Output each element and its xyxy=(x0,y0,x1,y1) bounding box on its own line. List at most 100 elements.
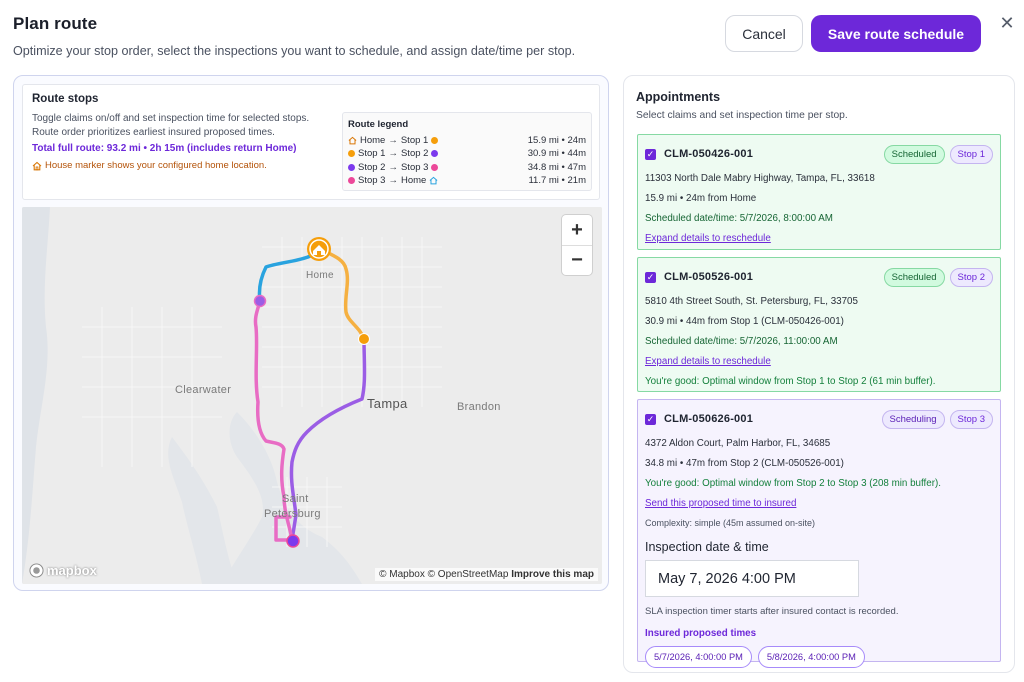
osm-attribution-link[interactable]: © OpenStreetMap xyxy=(427,569,509,580)
home-note: House marker shows your configured home … xyxy=(32,160,267,171)
save-route-schedule-button[interactable]: Save route schedule xyxy=(811,15,981,52)
legend-stats: 30.9 mi • 44m xyxy=(527,148,586,160)
route-panel: Route stops Toggle claims on/off and set… xyxy=(13,75,609,591)
appointments-panel: Appointments Select claims and set inspe… xyxy=(623,75,1015,673)
route-stop3-to-home-blue xyxy=(257,249,322,303)
legend-row: Stop 3 → Home 11.7 mi • 21m xyxy=(348,174,586,187)
legend-to: Home xyxy=(400,175,427,187)
map-label-tampa: Tampa xyxy=(367,396,408,411)
claim-address: 11303 North Dale Mabry Highway, Tampa, F… xyxy=(645,173,875,184)
scheduled-datetime: Scheduled date/time: 5/7/2026, 11:00:00 … xyxy=(645,336,838,347)
zoom-in-button[interactable]: + xyxy=(571,218,583,241)
arrow-icon: → xyxy=(388,135,398,147)
arrow-icon: → xyxy=(388,161,398,173)
mapbox-logo-text: mapbox xyxy=(47,563,97,578)
appointments-title: Appointments xyxy=(636,90,721,104)
claim-id: CLM-050426-001 xyxy=(664,148,754,160)
map-label-home: Home xyxy=(306,270,334,281)
expand-reschedule-link[interactable]: Expand details to reschedule xyxy=(645,356,771,367)
page-title: Plan route xyxy=(13,14,98,33)
legend-from: Stop 3 xyxy=(358,175,386,187)
legend-stats: 15.9 mi • 24m xyxy=(527,135,586,147)
stop-2-marker xyxy=(286,534,300,548)
claim-address: 5810 4th Street South, St. Petersburg, F… xyxy=(645,296,858,307)
home-icon xyxy=(32,161,42,170)
close-icon[interactable]: ✕ xyxy=(999,12,1015,33)
claim-checkbox[interactable]: ✓ xyxy=(645,413,656,425)
stop-1-dot xyxy=(431,137,439,145)
legend-row: Home → Stop 1 15.9 mi • 24m xyxy=(348,134,586,147)
appointment-card: ✓ CLM-050626-001 Scheduling Stop 3 4372 … xyxy=(637,399,1001,668)
page-header: Plan route Optimize your stop order, sel… xyxy=(13,14,575,58)
zoom-out-button[interactable]: − xyxy=(562,245,592,275)
stop-1-dot xyxy=(348,150,355,158)
legend-from: Stop 2 xyxy=(358,161,386,173)
arrow-icon: → xyxy=(388,148,398,160)
mapbox-attribution-link[interactable]: © Mapbox xyxy=(379,569,425,580)
stop-3-dot xyxy=(348,177,355,185)
legend-to: Stop 2 xyxy=(400,148,429,160)
claim-id: CLM-050626-001 xyxy=(664,413,754,425)
legend-to: Stop 1 xyxy=(400,135,429,147)
stop-badge: Stop 2 xyxy=(949,267,993,287)
map-attribution: © Mapbox © OpenStreetMap Improve this ma… xyxy=(375,568,598,581)
claim-checkbox[interactable]: ✓ xyxy=(645,271,656,283)
map-label-saint: Saint xyxy=(282,493,309,505)
sla-note: SLA inspection timer starts after insure… xyxy=(645,606,899,617)
appointments-subtitle: Select claims and set inspection time pe… xyxy=(636,110,848,121)
check-icon: ✓ xyxy=(646,413,655,424)
scheduled-datetime: Scheduled date/time: 5/7/2026, 8:00:00 A… xyxy=(645,213,833,224)
insured-proposed-times-label: Insured proposed times xyxy=(645,628,757,639)
route-ok-message: You're good: Optimal window from Stop 2 … xyxy=(645,478,941,489)
appointment-card: ✓ CLM-050426-001 Scheduled Stop 1 11303 … xyxy=(637,134,1001,250)
send-proposed-time-link[interactable]: Send this proposed time to insured xyxy=(645,498,797,509)
home-note-text: House marker shows your configured home … xyxy=(45,160,267,171)
stop-badge: Stop 3 xyxy=(949,409,993,429)
legend-to: Stop 3 xyxy=(400,161,429,173)
claim-address: 4372 Aldon Court, Palm Harbor, FL, 34685 xyxy=(645,438,831,449)
claim-distance: 30.9 mi • 44m from Stop 1 (CLM-050426-00… xyxy=(645,316,844,327)
route-home-to-stop1 xyxy=(318,247,366,341)
mapbox-logo[interactable]: mapbox xyxy=(29,563,97,578)
proposed-time-chip[interactable]: 5/7/2026, 4:00:00 PM xyxy=(645,646,752,668)
route-stops-desc-line: Toggle claims on/off and set inspection … xyxy=(32,113,310,124)
status-badge: Scheduling xyxy=(881,409,945,429)
claim-id: CLM-050526-001 xyxy=(664,271,754,283)
claim-checkbox[interactable]: ✓ xyxy=(645,148,656,160)
inspection-datetime-input[interactable]: May 7, 2026 4:00 PM xyxy=(645,560,859,597)
route-total: Total full route: 93.2 mi • 2h 15m (incl… xyxy=(32,143,297,154)
legend-from: Stop 1 xyxy=(358,148,386,160)
route-legend-title: Route legend xyxy=(348,119,409,130)
route-map[interactable]: Home Clearwater Tampa Brandon Saint Pete… xyxy=(22,207,602,584)
stop-2-dot xyxy=(348,163,355,171)
map-label-petersburg: Petersburg xyxy=(264,508,321,520)
expand-reschedule-link[interactable]: Expand details to reschedule xyxy=(645,233,771,244)
complexity-text: Complexity: simple (45m assumed on-site) xyxy=(645,518,816,528)
bay-water xyxy=(168,437,237,584)
home-icon xyxy=(429,176,438,185)
claim-distance: 34.8 mi • 47m from Stop 2 (CLM-050526-00… xyxy=(645,458,844,469)
route-stop1-to-stop2 xyxy=(289,337,367,542)
check-icon: ✓ xyxy=(646,271,655,282)
appointment-card: ✓ CLM-050526-001 Scheduled Stop 2 5810 4… xyxy=(637,257,1001,392)
cancel-button[interactable]: Cancel xyxy=(725,15,803,52)
proposed-time-chip[interactable]: 5/8/2026, 4:00:00 PM xyxy=(757,646,865,668)
map-canvas[interactable] xyxy=(22,207,602,584)
page-subtitle: Optimize your stop order, select the ins… xyxy=(13,44,576,58)
status-badge: Scheduled xyxy=(883,267,945,287)
improve-map-link[interactable]: Improve this map xyxy=(511,569,594,580)
stop-3-marker xyxy=(253,294,267,308)
check-icon: ✓ xyxy=(646,148,655,159)
home-icon xyxy=(348,136,357,145)
route-legend: Route legend Home → Stop 1 15.9 mi • 24m… xyxy=(342,112,592,191)
stop-2-dot xyxy=(431,150,439,158)
route-stop3-to-home-pink xyxy=(253,299,294,542)
legend-row: Stop 1 → Stop 2 30.9 mi • 44m xyxy=(348,147,586,160)
status-badge: Scheduled xyxy=(883,144,945,164)
zoom-controls: + − xyxy=(562,215,592,275)
legend-from: Home xyxy=(360,135,386,147)
route-stops-desc-line: Route order prioritizes earliest insured… xyxy=(32,127,275,138)
stop-3-dot xyxy=(431,163,439,171)
map-label-clearwater: Clearwater xyxy=(175,384,232,396)
legend-stats: 11.7 mi • 21m xyxy=(528,175,586,187)
